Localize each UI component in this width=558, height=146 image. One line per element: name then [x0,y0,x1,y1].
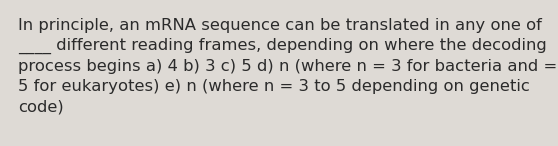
Text: In principle, an mRNA sequence can be translated in any one of
____ different re: In principle, an mRNA sequence can be tr… [18,18,557,114]
